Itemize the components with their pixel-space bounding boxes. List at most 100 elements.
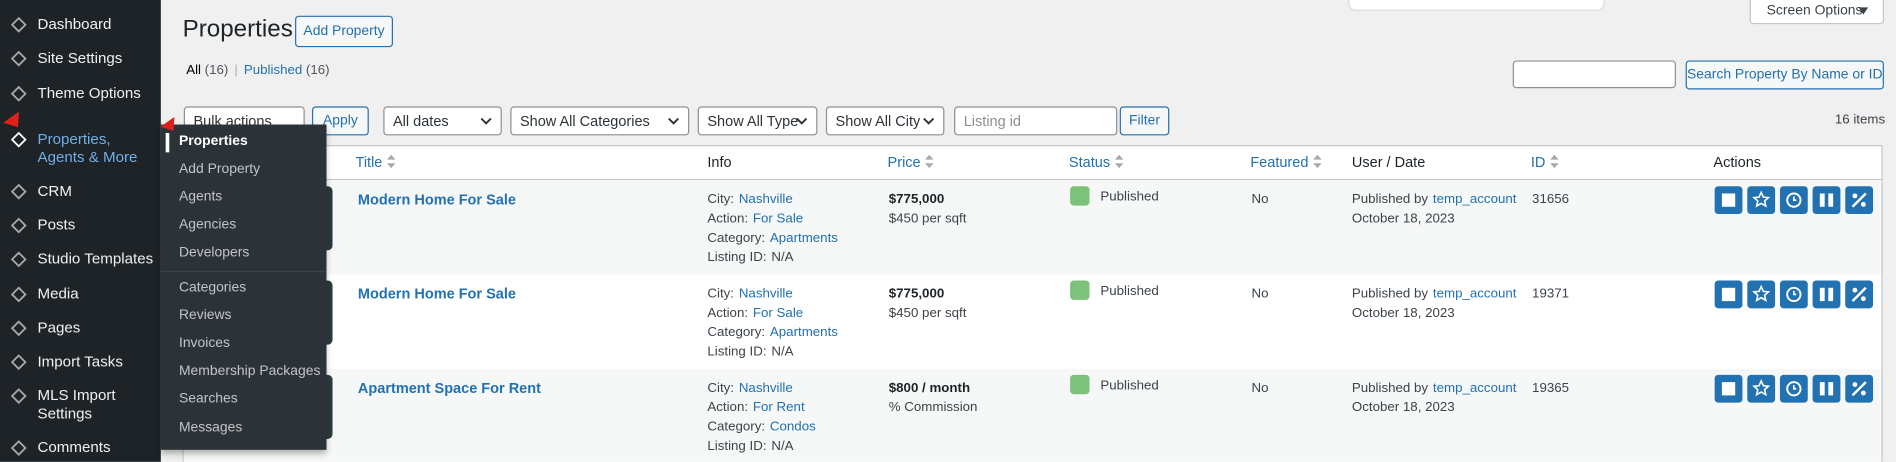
row-title[interactable]: Modern Home For Sale bbox=[357, 191, 516, 208]
menu-icon bbox=[10, 85, 27, 102]
menu-item[interactable]: MLS Import Settings bbox=[37, 386, 116, 423]
menu-item[interactable]: Theme Options bbox=[37, 84, 141, 102]
chevron bbox=[480, 117, 492, 125]
view-count: (16) bbox=[204, 62, 229, 78]
action-button[interactable] bbox=[1747, 374, 1776, 403]
submenu-item[interactable]: Developers bbox=[178, 245, 250, 260]
info-value[interactable]: Apartments bbox=[769, 230, 838, 246]
column-header[interactable]: Status bbox=[1069, 154, 1124, 170]
row-id: 19365 bbox=[1532, 380, 1570, 396]
info-label: Category: bbox=[707, 325, 766, 340]
submenu-item[interactable]: Agents bbox=[178, 189, 223, 205]
view-label[interactable]: All bbox=[186, 62, 202, 78]
info-value[interactable]: For Sale bbox=[752, 305, 804, 321]
published-label: Published by bbox=[1351, 286, 1429, 302]
published-label: Published by bbox=[1351, 192, 1429, 207]
sort-arrows bbox=[387, 154, 396, 169]
row-id: 31656 bbox=[1532, 192, 1570, 207]
action-button[interactable] bbox=[1779, 374, 1808, 403]
action-button[interactable] bbox=[1812, 374, 1841, 403]
date: October 18, 2023 bbox=[1351, 305, 1455, 321]
chevron bbox=[668, 117, 680, 125]
filter-select[interactable]: Show All Categories bbox=[510, 106, 690, 136]
caret bbox=[1858, 7, 1869, 15]
info-value: N/A bbox=[771, 250, 794, 265]
info-label: Listing ID: bbox=[707, 344, 767, 360]
info-value[interactable]: Nashville bbox=[738, 192, 793, 207]
table-row bbox=[183, 368, 1882, 462]
action-button[interactable] bbox=[1845, 374, 1874, 403]
filter-select[interactable]: Show All Type bbox=[697, 106, 818, 136]
submenu-item[interactable]: Messages bbox=[178, 420, 243, 436]
info-label: City: bbox=[707, 286, 734, 302]
submenu-item[interactable]: Invoices bbox=[178, 336, 230, 351]
menu-icon bbox=[10, 16, 27, 33]
sidebar: Dashboard Site Settings Theme Options Prope… bbox=[0, 0, 161, 462]
submenu-item[interactable]: Membership Packages bbox=[178, 363, 321, 379]
status-badge bbox=[1070, 374, 1090, 395]
column-header[interactable]: Price bbox=[888, 154, 934, 170]
filter-button[interactable]: Filter bbox=[1119, 106, 1170, 136]
action-button[interactable] bbox=[1845, 186, 1874, 215]
action-button[interactable] bbox=[1812, 186, 1841, 215]
info-value[interactable]: Condos bbox=[769, 419, 816, 435]
action-button[interactable] bbox=[1747, 186, 1776, 215]
menu-item[interactable]: Dashboard bbox=[37, 15, 112, 33]
search-button[interactable]: Search Property By Name or ID bbox=[1685, 60, 1884, 90]
action-button[interactable] bbox=[1714, 186, 1743, 215]
sort-arrows bbox=[925, 154, 934, 169]
action-icon bbox=[1819, 382, 1834, 396]
user-link[interactable]: temp_account bbox=[1432, 192, 1517, 207]
menu-item[interactable]: Studio Templates bbox=[37, 250, 154, 268]
filter-select[interactable]: Show All City bbox=[825, 106, 945, 136]
action-button[interactable] bbox=[1747, 280, 1776, 309]
filter-select[interactable]: All dates bbox=[383, 106, 502, 136]
menu-item[interactable]: Properties, Agents & More bbox=[37, 130, 138, 166]
submenu-item[interactable]: Properties bbox=[178, 134, 248, 149]
info-value[interactable]: Nashville bbox=[738, 286, 793, 302]
listing-id-input[interactable]: Listing id bbox=[954, 106, 1118, 136]
submenu-item[interactable]: Reviews bbox=[178, 308, 232, 323]
action-button[interactable] bbox=[1779, 280, 1808, 309]
menu-item[interactable]: Import Tasks bbox=[37, 353, 123, 371]
action-button[interactable] bbox=[1714, 374, 1743, 403]
menu-item[interactable]: Pages bbox=[37, 319, 81, 337]
info-value[interactable]: For Rent bbox=[752, 400, 805, 415]
menu-item[interactable]: Posts bbox=[37, 216, 76, 234]
column-header[interactable]: ID bbox=[1531, 154, 1559, 170]
action-icon bbox=[1752, 284, 1771, 302]
submenu-item[interactable]: Categories bbox=[178, 280, 247, 296]
published-label: Published by bbox=[1351, 380, 1429, 396]
info-line: Listing ID: N/A bbox=[707, 439, 793, 454]
action-button[interactable] bbox=[1779, 186, 1808, 215]
view-label[interactable]: Published bbox=[243, 62, 303, 78]
screen-options[interactable]: Screen Options bbox=[1749, 0, 1884, 25]
row-title[interactable]: Apartment Space For Rent bbox=[357, 379, 541, 397]
menu-item[interactable]: CRM bbox=[37, 182, 72, 200]
menu-item[interactable]: Comments bbox=[37, 438, 111, 456]
column-header[interactable]: Featured bbox=[1250, 154, 1322, 170]
page-title: Properties bbox=[182, 15, 293, 43]
submenu-item[interactable]: Agencies bbox=[178, 217, 237, 233]
column-header[interactable]: Title bbox=[356, 154, 396, 170]
user-link[interactable]: temp_account bbox=[1432, 286, 1517, 302]
user-link[interactable]: temp_account bbox=[1432, 380, 1517, 396]
price-note: $450 per sqft bbox=[888, 211, 967, 227]
info-value[interactable]: Apartments bbox=[769, 325, 838, 340]
add-property-button[interactable]: Add Property bbox=[295, 15, 393, 48]
action-button[interactable] bbox=[1812, 280, 1841, 309]
action-button[interactable] bbox=[1845, 280, 1874, 309]
menu-item[interactable]: Media bbox=[37, 285, 79, 303]
info-value[interactable]: For Sale bbox=[752, 211, 804, 227]
date: October 18, 2023 bbox=[1351, 211, 1455, 227]
submenu-item[interactable]: Searches bbox=[178, 391, 238, 407]
apply-button[interactable]: Apply bbox=[311, 106, 369, 136]
menu-item[interactable]: Site Settings bbox=[37, 49, 123, 67]
action-button[interactable] bbox=[1714, 280, 1743, 309]
row-title[interactable]: Modern Home For Sale bbox=[357, 285, 516, 303]
submenu-item[interactable]: Add Property bbox=[178, 162, 261, 177]
action-icon bbox=[1786, 381, 1802, 397]
info-line: City: Nashville bbox=[707, 192, 792, 207]
search-input[interactable] bbox=[1512, 60, 1676, 89]
info-value[interactable]: Nashville bbox=[738, 380, 793, 396]
